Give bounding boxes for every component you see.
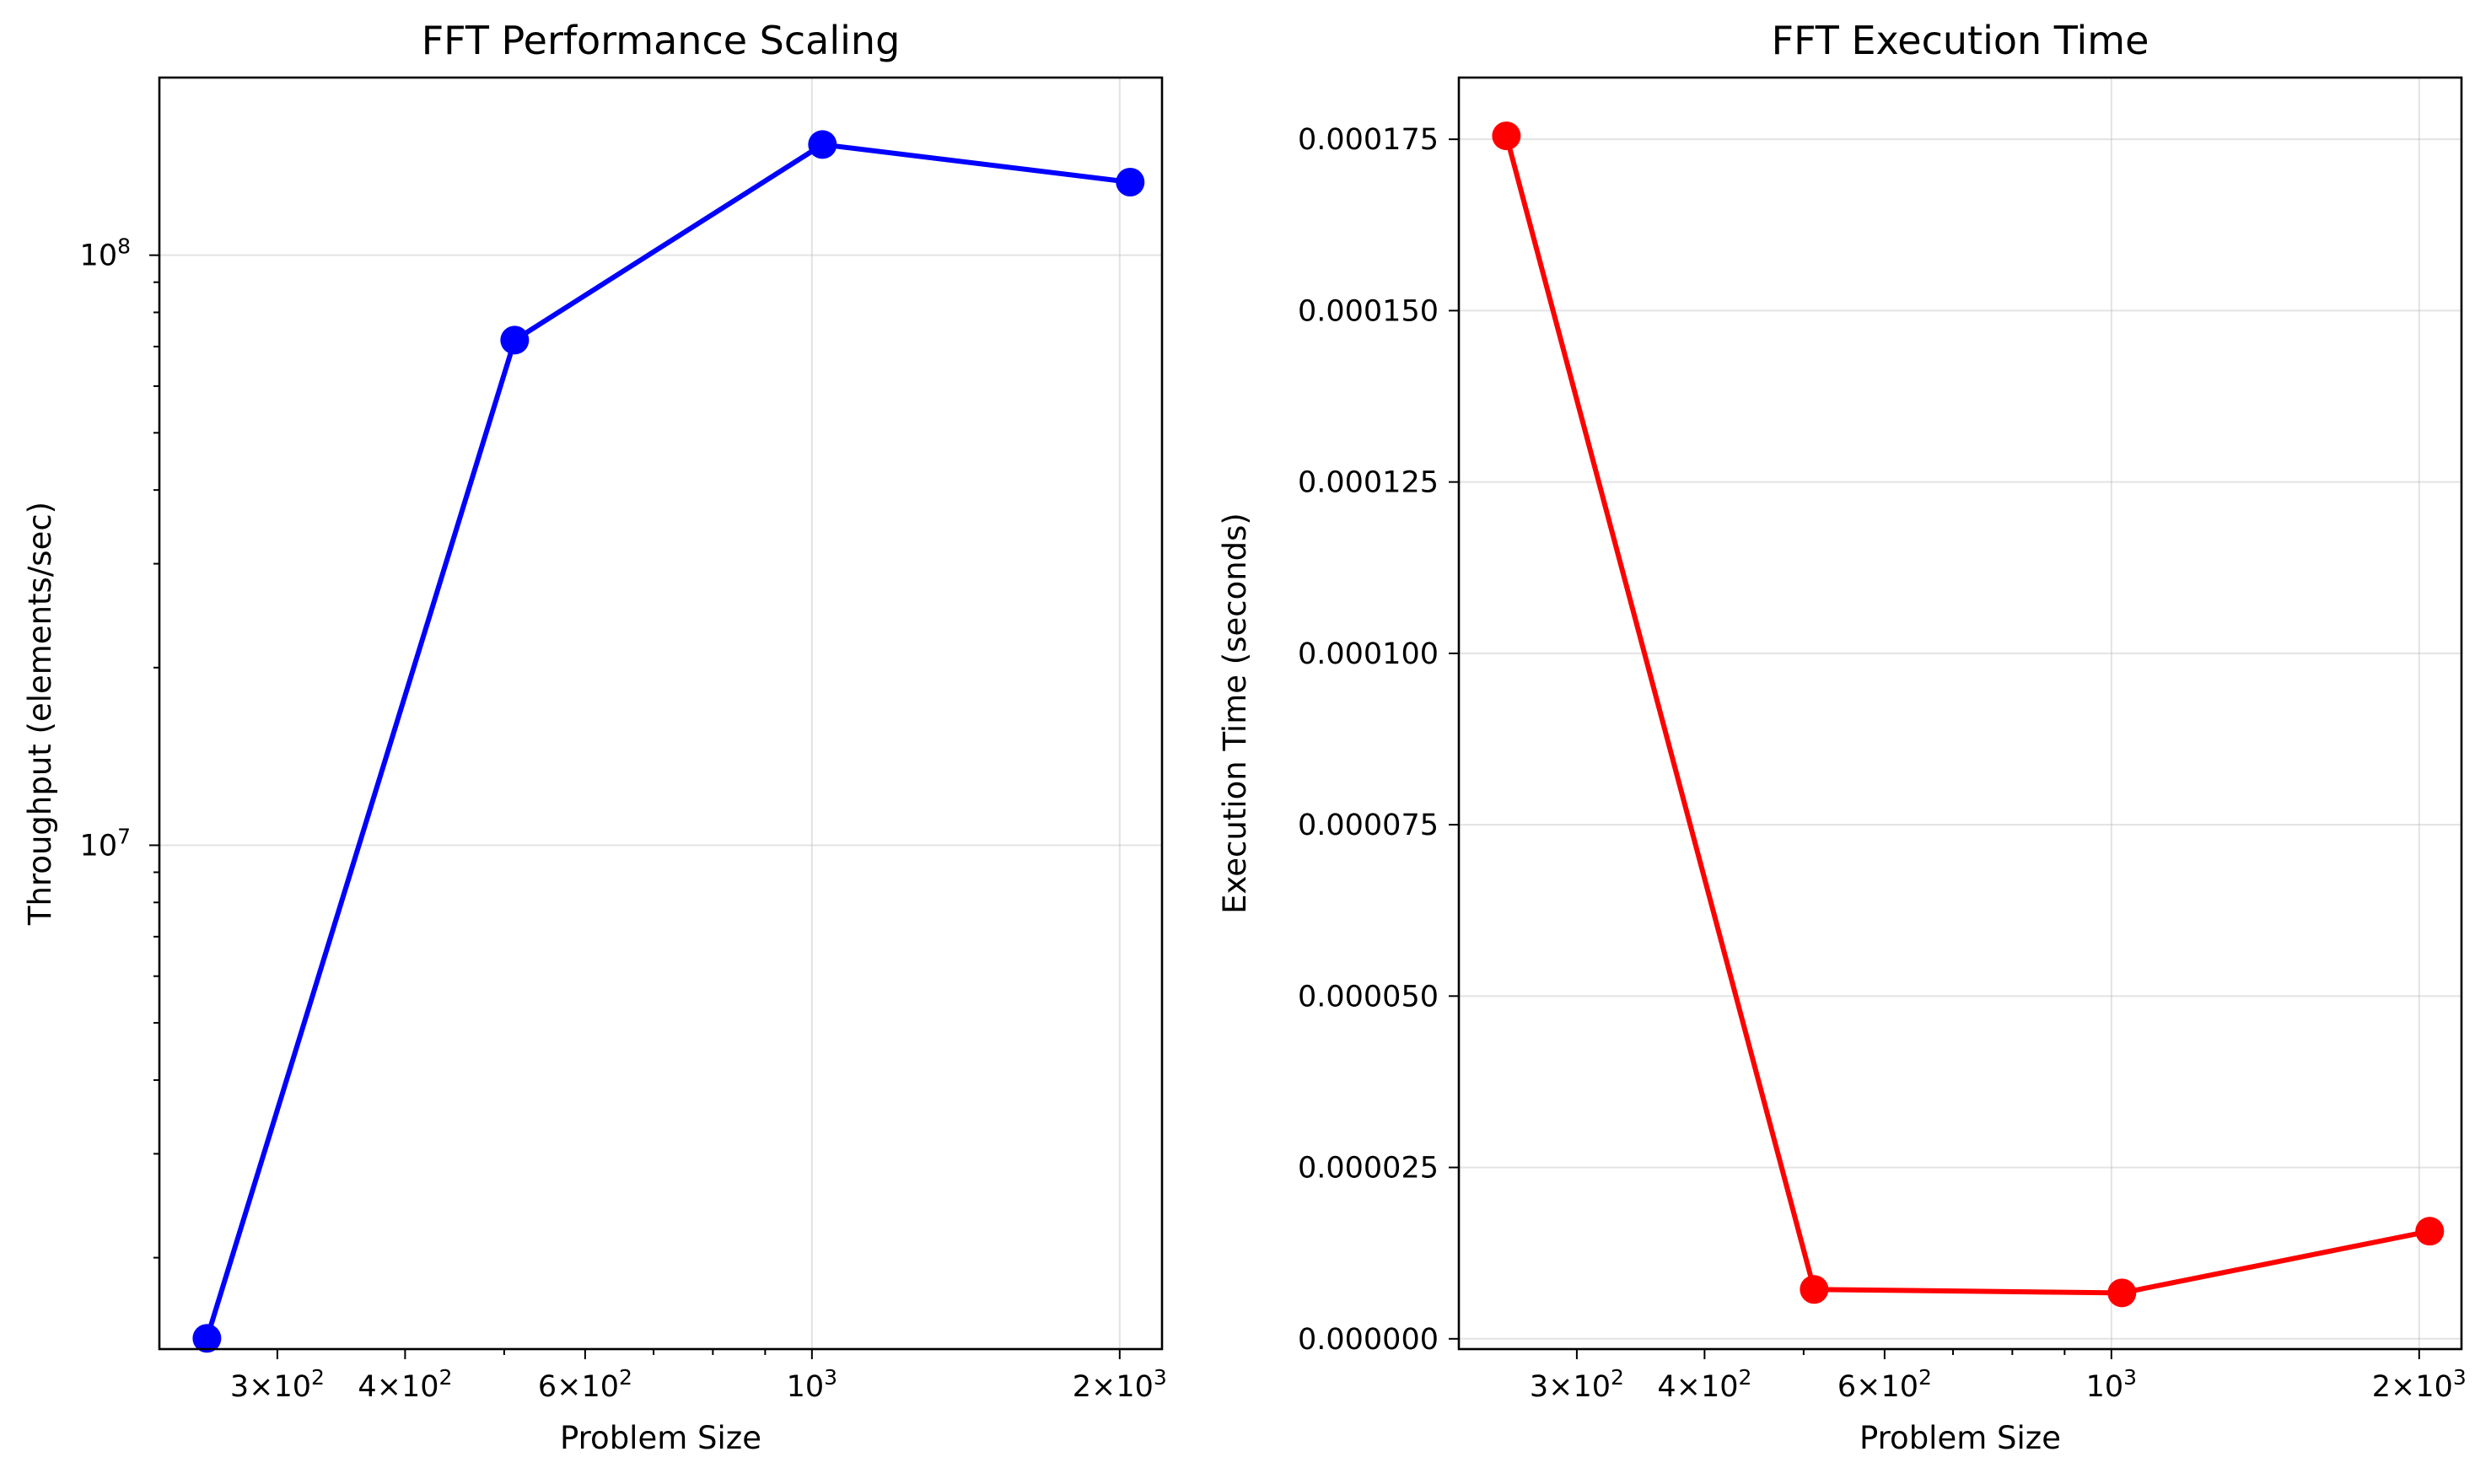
ticks: 3×102 4×102 6×102 103 2×103 107 108 xyxy=(80,234,1167,1404)
x-tick-label: 2×103 xyxy=(2372,1365,2467,1404)
x-tick-label: 103 xyxy=(787,1365,837,1404)
x-tick-label: 6×102 xyxy=(538,1365,632,1404)
y-tick-label: 0.000150 xyxy=(1298,294,1439,328)
throughput-panel: FFT Performance Scaling Problem Size Thr… xyxy=(22,18,1167,1456)
chart-title: FFT Performance Scaling xyxy=(422,18,901,63)
ticks: 3×102 4×102 6×102 103 2×103 0.000000 0.000025 0… xyxy=(1298,123,2467,1404)
data-point xyxy=(500,325,530,355)
data-point xyxy=(192,1324,222,1353)
data-point xyxy=(1492,121,1521,151)
x-tick-label: 4×102 xyxy=(358,1365,452,1404)
grid xyxy=(1459,78,2461,1349)
y-tick-label: 0.000075 xyxy=(1298,809,1439,842)
x-tick-label: 3×102 xyxy=(230,1365,325,1404)
grid xyxy=(159,78,1162,1349)
y-axis-label: Throughput (elements/sec) xyxy=(22,502,58,926)
x-axis-label: Problem Size xyxy=(560,1420,761,1456)
y-tick-label: 108 xyxy=(80,234,131,273)
series-line xyxy=(1504,135,2430,1296)
x-tick-label: 2×103 xyxy=(1073,1365,1167,1404)
x-axis-label: Problem Size xyxy=(1859,1420,2061,1456)
execution-time-panel: FFT Execution Time Problem Size Executio… xyxy=(1217,18,2467,1456)
y-tick-label: 0.000025 xyxy=(1298,1152,1439,1186)
data-point xyxy=(2415,1217,2445,1246)
chart-title: FFT Execution Time xyxy=(1772,18,2149,63)
data-point xyxy=(808,130,837,159)
data-point xyxy=(2107,1278,2137,1308)
y-tick-label: 0.000050 xyxy=(1298,980,1439,1014)
y-tick-label: 107 xyxy=(80,824,131,863)
data-point xyxy=(1116,167,1145,196)
y-tick-label: 0.000100 xyxy=(1298,637,1439,671)
x-tick-label: 3×102 xyxy=(1530,1365,1624,1404)
x-tick-label: 6×102 xyxy=(1837,1365,1932,1404)
axes-frame xyxy=(158,76,1164,1351)
series-line xyxy=(204,142,1131,1340)
x-tick-label: 4×102 xyxy=(1657,1365,1751,1404)
axes-frame xyxy=(1457,76,2463,1351)
data-point xyxy=(1800,1275,1829,1304)
y-tick-label: 0.000175 xyxy=(1298,123,1439,157)
y-tick-label: 0.000000 xyxy=(1298,1323,1439,1357)
y-axis-label: Execution Time (seconds) xyxy=(1217,513,1253,914)
y-tick-label: 0.000125 xyxy=(1298,466,1439,500)
x-tick-label: 103 xyxy=(2086,1365,2137,1404)
